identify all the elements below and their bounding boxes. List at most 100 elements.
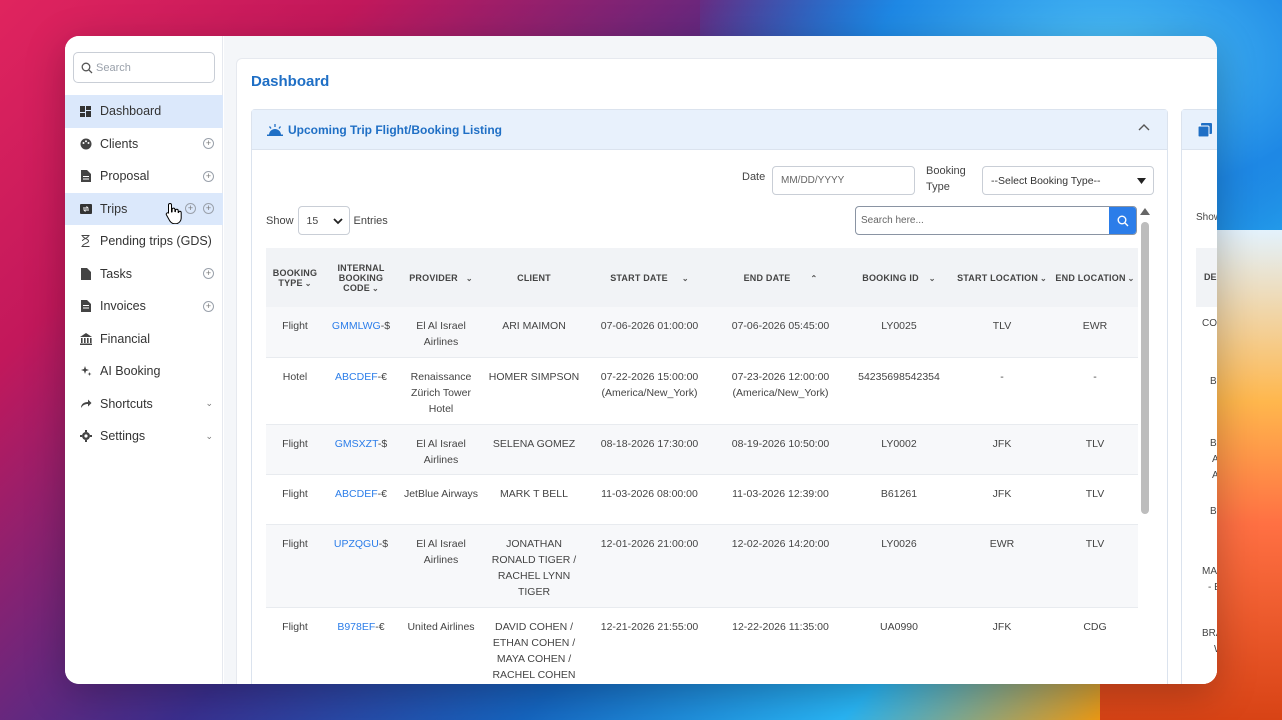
sidebar-item-pending-trips[interactable]: Pending trips (GDS) — [65, 225, 223, 258]
caret-down-icon — [1137, 178, 1146, 184]
th-end-date[interactable]: END DATE ⌃ — [715, 248, 846, 307]
add-trip-icon[interactable]: + — [185, 203, 196, 215]
invoice-icon — [79, 300, 92, 313]
header-label: START LOCATION — [957, 272, 1039, 283]
booking-code-link[interactable]: ABCDEF — [335, 370, 378, 383]
peek-cell: A — [1212, 470, 1217, 481]
peek-cell: BE — [1210, 438, 1217, 449]
show-label: Show — [266, 214, 294, 227]
cell-start: 08-18-2026 17:30:00 — [584, 424, 715, 475]
header-label: END LOCATION — [1055, 272, 1126, 283]
palette-icon — [79, 137, 92, 150]
chevron-down-icon: ⌄ — [681, 273, 689, 283]
booking-code-link[interactable]: GMMLWG — [331, 320, 381, 332]
header-label: END DATE — [743, 272, 791, 283]
cell-end-location: EWR — [1052, 307, 1138, 358]
th-client[interactable]: CLIENT — [484, 248, 584, 307]
scroll-up-arrow-icon[interactable] — [1140, 208, 1150, 215]
th-end-location[interactable]: END LOCATION ⌄ — [1052, 248, 1138, 307]
sidebar-item-settings[interactable]: Settings ⌄ — [65, 420, 223, 453]
peek-cell: CO — [1202, 318, 1217, 329]
sidebar-item-label: AI Booking — [100, 364, 161, 379]
cell-provider: El Al Israel Airlines — [398, 524, 484, 608]
sidebar-item-clients[interactable]: Clients + — [65, 128, 223, 161]
chevron-down-icon[interactable]: ⌄ — [205, 398, 213, 409]
booking-code-link[interactable]: UPZQGU — [333, 537, 379, 550]
th-booking-id[interactable]: BOOKING ID ⌄ — [846, 248, 952, 307]
sparkle-icon — [79, 365, 92, 378]
scroll-thumb[interactable] — [1141, 222, 1149, 514]
date-input[interactable] — [772, 166, 915, 195]
th-internal-code[interactable]: INTERNAL BOOKING CODE ⌄ — [324, 248, 398, 307]
peek-cell: BRA — [1202, 628, 1217, 639]
currency: -$ — [378, 537, 389, 550]
booking-code-link[interactable]: ABCDEF — [335, 487, 378, 500]
peek-cell: - E — [1208, 582, 1217, 593]
upcoming-trips-card: Upcoming Trip Flight/Booking Listing Dat… — [251, 109, 1168, 684]
booking-code-link[interactable]: B978EF — [337, 620, 376, 633]
th-provider[interactable]: PROVIDER ⌄ — [398, 248, 484, 307]
table-row[interactable]: Flight GMSXZT-$ El Al Israel Airlines SE… — [266, 424, 1138, 475]
entries-select[interactable]: 15 — [297, 206, 350, 235]
chevron-down-icon: ⌄ — [465, 273, 473, 283]
add-proposal-icon[interactable]: + — [203, 170, 214, 182]
add-trip-secondary-icon[interactable]: + — [203, 203, 214, 215]
chevron-down-icon: ⌄ — [371, 283, 379, 293]
table-row[interactable]: Flight UPZQGU-$ El Al Israel Airlines JO… — [266, 524, 1138, 608]
table-row[interactable]: Flight ABCDEF-€ JetBlue Airways MARK T B… — [266, 474, 1138, 525]
sidebar-item-tasks[interactable]: Tasks + — [65, 258, 223, 291]
sidebar-search[interactable] — [73, 52, 215, 83]
table-row[interactable]: Hotel ABCDEF-€ Renaissance Zürich Tower … — [266, 357, 1138, 425]
peek-cell: MA — [1202, 566, 1217, 577]
secondary-card-header — [1182, 110, 1217, 150]
date-label: Date — [742, 171, 766, 183]
booking-code-link[interactable]: GMSXZT — [334, 437, 378, 450]
add-client-icon[interactable]: + — [203, 138, 214, 150]
table-search-button[interactable] — [1109, 207, 1136, 234]
sidebar-search-input[interactable] — [96, 61, 206, 74]
cell-code[interactable]: GMSXZT-$ — [324, 424, 398, 475]
app-window: Dashboard Clients + Proposal + Trips + +… — [65, 36, 1217, 684]
cell-start-location: JFK — [952, 424, 1052, 475]
add-invoice-icon[interactable]: + — [203, 300, 214, 312]
sidebar-item-financial[interactable]: Financial — [65, 323, 223, 356]
add-task-icon[interactable]: + — [203, 268, 214, 280]
cell-end-location: CDG — [1052, 607, 1138, 684]
chevron-down-icon[interactable]: ⌄ — [205, 430, 213, 441]
cell-start-location: JFK — [952, 607, 1052, 684]
table-row[interactable]: Flight GMMLWG-$ El Al Israel Airlines AR… — [266, 307, 1138, 358]
cell-type: Hotel — [266, 357, 324, 425]
cell-code[interactable]: B978EF-€ — [324, 607, 398, 684]
sidebar-item-shortcuts[interactable]: Shortcuts ⌄ — [65, 388, 223, 421]
sidebar-item-label: Dashboard — [100, 104, 162, 119]
cell-code[interactable]: ABCDEF-€ — [324, 357, 398, 425]
cell-code[interactable]: ABCDEF-€ — [324, 474, 398, 525]
document-icon — [79, 170, 92, 183]
sidebar-item-proposal[interactable]: Proposal + — [65, 160, 223, 193]
sidebar-item-trips[interactable]: Trips + + — [65, 192, 223, 225]
cell-booking-id: UA0990 — [846, 607, 952, 684]
cell-provider: United Airlines — [398, 607, 484, 684]
sidebar-item-invoices[interactable]: Invoices + — [65, 290, 223, 323]
chevron-up-icon[interactable] — [1138, 123, 1150, 131]
th-start-date[interactable]: START DATE ⌄ — [584, 248, 715, 307]
cell-provider: JetBlue Airways — [398, 474, 484, 525]
table-scrollbar[interactable] — [1140, 208, 1150, 684]
cell-code[interactable]: UPZQGU-$ — [324, 524, 398, 608]
sidebar-item-label: Settings — [100, 429, 146, 444]
header-label: CLIENT — [517, 272, 551, 283]
currency: -$ — [380, 320, 391, 332]
secondary-card: Show DE CO BE BE A A BE MA - E BRA W — [1181, 109, 1217, 684]
sidebar-item-ai-booking[interactable]: AI Booking — [65, 355, 223, 388]
th-start-location[interactable]: START LOCATION ⌄ — [952, 248, 1052, 307]
booking-type-select[interactable]: --Select Booking Type-- — [982, 166, 1154, 195]
sidebar-item-dashboard[interactable]: Dashboard — [65, 95, 223, 128]
table-search-input[interactable] — [856, 207, 1109, 234]
cell-code[interactable]: GMMLWG-$ — [324, 307, 398, 358]
th-booking-type[interactable]: BOOKING TYPE ⌄ — [266, 248, 324, 307]
cell-type: Flight — [266, 474, 324, 525]
dashboard-panel: Dashboard Upcoming Trip Flight/Booking L… — [236, 58, 1217, 684]
cell-start-location: JFK — [952, 474, 1052, 525]
sidebar-item-label: Pending trips (GDS) — [100, 234, 212, 249]
table-row[interactable]: Flight B978EF-€ United Airlines DAVID CO… — [266, 607, 1138, 684]
